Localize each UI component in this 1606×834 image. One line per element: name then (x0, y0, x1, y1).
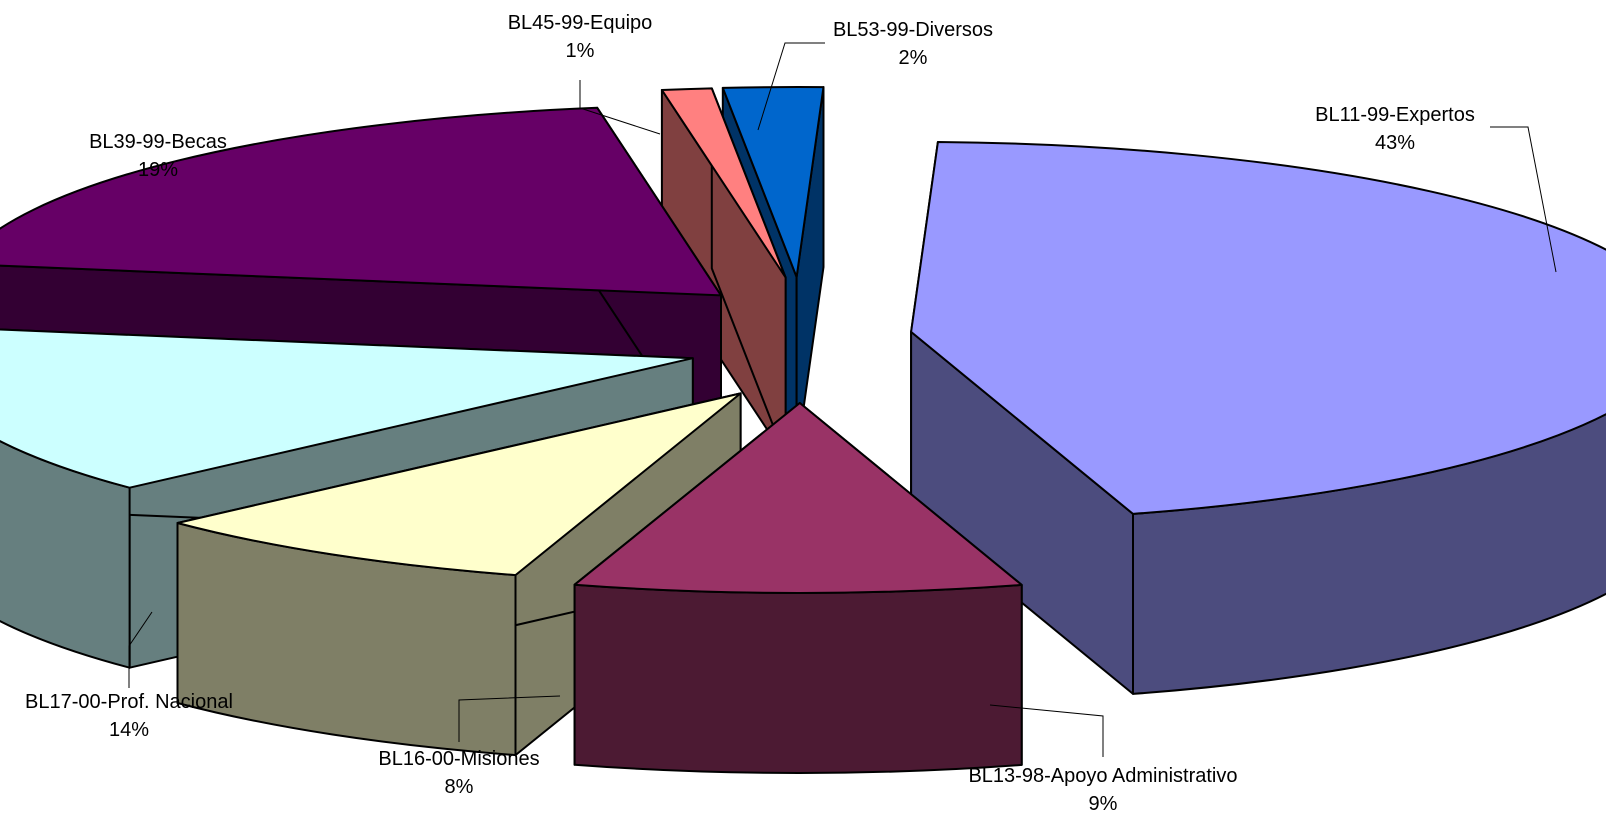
leader-line (128, 611, 153, 688)
data-label-name: BL53-99-Diversos (833, 19, 993, 41)
pie-slice-top (176, 392, 742, 577)
data-label-name: BL16-00-Misiones (378, 748, 539, 770)
data-label-name: BL17-00-Prof. Nacional (25, 691, 233, 713)
pie-slice-bl11-99-expertos (910, 141, 1606, 695)
pie-slice-top (0, 106, 722, 297)
data-label-percent: 14% (109, 719, 149, 741)
data-label-name: BL45-99-Equipo (508, 12, 653, 34)
label-leader-lines (128, 42, 1557, 757)
data-label-name: BL13-98-Apoyo Administrativo (968, 765, 1237, 787)
data-label-percent: 1% (566, 40, 595, 62)
leader-line (757, 42, 825, 131)
pie-slice-top (0, 328, 694, 489)
leader-line (579, 80, 661, 135)
data-label-percent: 19% (138, 159, 178, 181)
leader-line (989, 704, 1104, 757)
pie-slice-top (721, 85, 825, 278)
data-label-name: BL39-99-Becas (89, 131, 227, 153)
data-label-percent: 43% (1375, 132, 1415, 154)
pie-slice-side (1132, 412, 1606, 695)
data-label-name: BL11-99-Expertos (1315, 104, 1475, 126)
data-label-percent: 2% (899, 47, 928, 69)
pie-slice-bl45-99-equipo (660, 87, 787, 459)
pie-slice-top (660, 87, 787, 279)
pie-slice-top (573, 402, 1023, 594)
data-label-percent: 9% (1089, 793, 1118, 815)
leader-line (1490, 126, 1557, 273)
pie-slice-bl13-98-apoyo-administrativo (573, 402, 1023, 774)
pie-slices (0, 85, 1606, 774)
data-label-percent: 8% (445, 776, 474, 798)
data-labels: BL11-99-Expertos 43% BL13-98-Apoyo Admin… (25, 12, 1475, 815)
leader-line (458, 695, 561, 742)
pie-slice-side (573, 583, 1023, 774)
pie-slice-top (910, 141, 1606, 515)
